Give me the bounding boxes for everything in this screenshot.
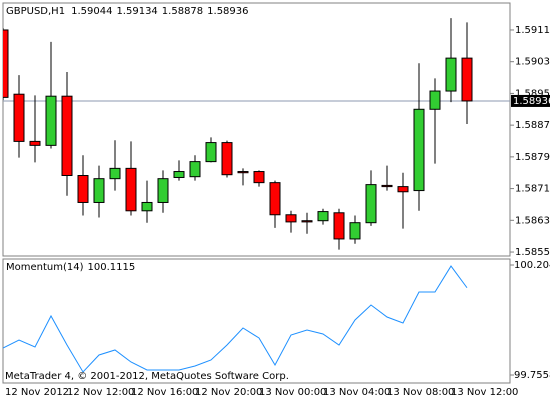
candle-body	[429, 90, 441, 110]
candle-body	[173, 171, 185, 178]
candle-body	[61, 95, 73, 176]
candle-body	[29, 140, 41, 146]
x-tick-label: 13 Nov 08:00	[387, 387, 454, 398]
chart-header: GBPUSD,H1 1.59044 1.59134 1.58878 1.58936	[6, 6, 249, 17]
x-tick-label: 12 Nov 20:00	[195, 387, 262, 398]
symbol: GBPUSD,H1	[6, 6, 65, 17]
y-tick-label: 1.58955	[515, 88, 550, 99]
main-plot	[3, 18, 510, 250]
x-tick-label: 12 Nov 12:00	[67, 387, 134, 398]
last-open: 1.59044	[71, 6, 112, 17]
candle-body	[365, 184, 377, 224]
candle-body	[317, 211, 329, 222]
candle-body	[253, 171, 265, 184]
last-low: 1.58878	[162, 6, 203, 17]
momentum-line	[3, 265, 468, 373]
candle-body	[77, 175, 89, 203]
y-tick-label: 1.58795	[515, 152, 550, 163]
footer: MetaTrader 4, © 2001-2012, MetaQuotes So…	[5, 371, 289, 382]
x-tick-label: 13 Nov 04:00	[323, 387, 390, 398]
x-tick-label: 13 Nov 12:00	[451, 387, 518, 398]
indicator-header: Momentum(14) 100.1115	[6, 262, 135, 273]
candle-body	[141, 201, 153, 212]
candle-body	[189, 161, 201, 178]
candle-body	[45, 95, 57, 146]
x-tick-label: 12 Nov 16:00	[131, 387, 198, 398]
y-tick-label: 1.58875	[515, 120, 550, 131]
indicator-plot	[3, 265, 468, 373]
y-tick-label: 1.59035	[515, 57, 550, 68]
candle-body	[445, 57, 457, 92]
current-price-box	[511, 94, 550, 107]
candle-body	[269, 182, 281, 216]
candle-body	[285, 214, 297, 223]
x-tick-label: 13 Nov 00:00	[259, 387, 326, 398]
y-tick-label: 1.58715	[515, 184, 550, 195]
y-tick-label: 100.2043	[514, 260, 550, 271]
candle-body	[109, 167, 121, 180]
indicator-pane	[2, 258, 511, 384]
candle-body	[13, 93, 25, 142]
last-high: 1.59134	[116, 6, 157, 17]
candle-body	[93, 178, 105, 203]
candle-body	[3, 29, 9, 98]
main-pane	[2, 2, 511, 257]
y-tick-label: 1.58555	[515, 247, 550, 258]
candle-body	[381, 184, 393, 188]
current-price-label: 1.58936	[513, 96, 550, 107]
candle-body	[205, 142, 217, 163]
candle-body	[237, 171, 249, 174]
candle-body	[333, 212, 345, 240]
candle-body	[221, 142, 233, 176]
candle-body	[301, 220, 313, 223]
candle-body	[157, 178, 169, 203]
candle-body	[349, 222, 361, 240]
x-tick-label: 12 Nov 2012	[5, 387, 69, 398]
candle-body	[461, 57, 473, 102]
overlay: 1.59115 1.59035 1.58955 1.58875 1.58795 1.587…	[5, 25, 550, 398]
candle-body	[397, 186, 409, 193]
y-tick-label: 1.59115	[515, 25, 550, 36]
indicator-name: Momentum(14)	[6, 262, 84, 273]
y-tick-label: 1.58635	[515, 215, 550, 226]
candle-body	[125, 167, 137, 212]
last-close: 1.58936	[207, 6, 248, 17]
candle-body	[413, 108, 425, 192]
y-tick-label: 99.7558	[514, 370, 550, 381]
indicator-last: 100.1115	[88, 262, 136, 273]
